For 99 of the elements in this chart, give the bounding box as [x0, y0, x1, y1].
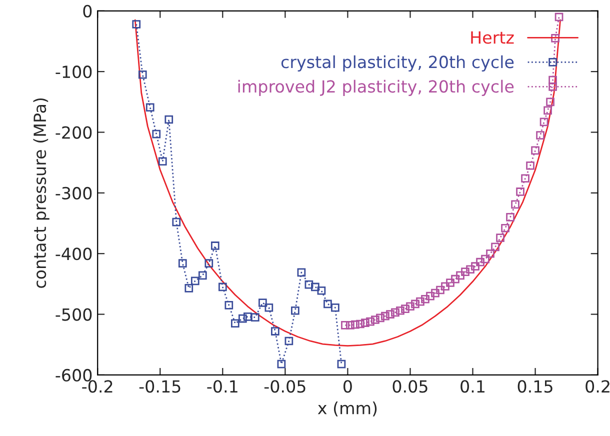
x-tick-label: 0.1: [460, 380, 484, 393]
x-axis-title: x (mm): [318, 402, 377, 416]
legend-label: Hertz: [471, 31, 514, 44]
point: [230, 319, 240, 328]
point: [204, 259, 214, 268]
point: [466, 265, 474, 274]
point: [501, 224, 510, 232]
y-tick-label: -100: [56, 66, 92, 78]
x-tick-label: 0.05: [392, 380, 428, 393]
point: [250, 313, 260, 322]
point: [317, 286, 326, 295]
point: [386, 310, 394, 318]
point: [164, 115, 174, 124]
point: [521, 174, 530, 183]
point: [146, 103, 154, 112]
point: [190, 276, 200, 286]
point: [526, 161, 534, 170]
point: [152, 130, 161, 138]
y-tick-label: -200: [56, 126, 92, 139]
point: [361, 318, 370, 327]
point: [551, 34, 560, 42]
point: [297, 268, 306, 277]
point: [284, 336, 294, 346]
point: [331, 303, 340, 312]
point: [531, 146, 540, 155]
point: [311, 282, 320, 292]
point: [451, 274, 460, 284]
point: [271, 327, 280, 336]
point: [546, 98, 554, 106]
point: [224, 301, 234, 310]
x-tick-label: -0.05: [264, 380, 306, 393]
point: [238, 314, 247, 323]
point: [446, 278, 454, 287]
point: [324, 300, 332, 308]
point: [198, 271, 207, 280]
point: [264, 303, 274, 312]
x-tick-label: 0.2: [586, 380, 610, 393]
point: [184, 284, 194, 292]
y-tick-label: -300: [56, 186, 92, 200]
y-axis-title: contact pressure (MPa): [33, 98, 50, 288]
point: [456, 271, 464, 280]
y-tick-label: -600: [56, 368, 92, 382]
point: [132, 20, 141, 28]
point: [138, 70, 147, 79]
point: [178, 259, 187, 268]
point: [421, 294, 430, 304]
point: [544, 106, 552, 115]
legend-label: improved J2 plasticity, 20th cycle: [238, 80, 514, 96]
point: [346, 321, 354, 330]
point: [431, 288, 440, 298]
point: [401, 304, 410, 313]
y-tick-label: -500: [56, 308, 92, 321]
point: [376, 314, 384, 322]
x-tick-label: -0.1: [207, 380, 238, 393]
x-tick-label: -0.15: [139, 380, 180, 393]
point: [210, 242, 220, 250]
point: [356, 320, 364, 328]
point: [291, 306, 300, 315]
point: [351, 320, 360, 329]
point: [411, 300, 420, 308]
point: [371, 316, 380, 324]
point: [218, 282, 227, 292]
legend-label: crystal plasticity, 20th cycle: [281, 55, 514, 72]
x-tick-label: -0.2: [82, 380, 112, 393]
point: [441, 282, 450, 291]
point: [304, 280, 314, 289]
y-tick-label: 0: [83, 4, 92, 18]
point: [258, 298, 267, 307]
point: [461, 268, 470, 276]
point: [540, 118, 548, 126]
x-tick-label: 0: [343, 380, 352, 393]
point: [158, 157, 167, 166]
point: [506, 213, 514, 222]
point: [471, 262, 480, 271]
point: [536, 131, 544, 140]
point: [511, 200, 520, 209]
point: [554, 12, 564, 22]
point: [366, 317, 374, 326]
point: [426, 292, 434, 300]
point: [481, 254, 490, 264]
y-tick-label: -400: [56, 248, 92, 260]
point: [341, 321, 350, 330]
point: [381, 312, 390, 320]
point: [491, 242, 500, 252]
point: [243, 312, 252, 321]
point: [496, 234, 504, 242]
point: [416, 297, 424, 306]
point: [337, 360, 346, 368]
point: [548, 76, 557, 84]
point: [406, 302, 414, 311]
point: [396, 306, 404, 315]
point: [391, 308, 400, 317]
point: [436, 286, 444, 294]
point: [172, 218, 181, 226]
x-tick-label: 0.15: [518, 380, 552, 393]
point: [476, 258, 484, 266]
point: [516, 188, 524, 196]
point: [486, 249, 494, 258]
point: [277, 360, 286, 368]
